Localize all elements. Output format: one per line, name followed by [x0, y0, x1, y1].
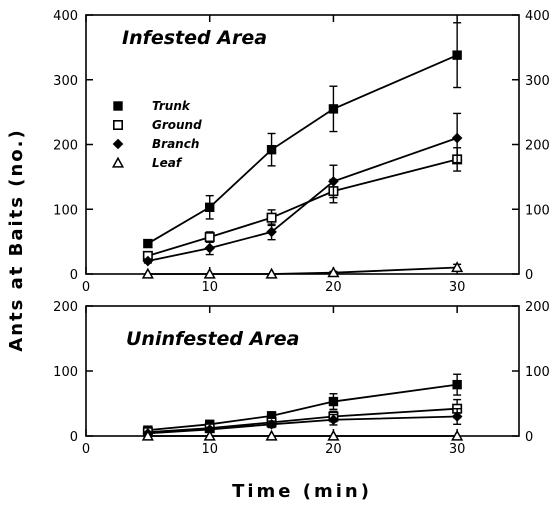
legend-label: Branch	[152, 137, 199, 151]
series-leaf	[141, 429, 464, 441]
series-line	[147, 407, 458, 433]
y-tick-label-right: 200	[525, 300, 550, 315]
y-tick-label-left: 300	[53, 74, 78, 89]
data-point	[266, 212, 277, 223]
y-tick-label-right: 0	[525, 430, 533, 445]
data-point	[141, 429, 154, 441]
legend-marker	[113, 101, 123, 111]
data-point	[452, 379, 462, 390]
data-point	[266, 418, 277, 430]
series-trunk	[143, 22, 462, 249]
x-tick-label: 10	[201, 280, 218, 295]
data-point	[204, 232, 215, 243]
y-tick-label-right: 400	[525, 9, 550, 24]
y-tick-label-left: 200	[53, 300, 78, 315]
legend-label: Trunk	[152, 99, 191, 113]
legend-label: Ground	[152, 118, 202, 132]
data-point	[328, 414, 339, 426]
y-tick-label-left: 400	[53, 9, 78, 24]
data-point	[265, 267, 278, 279]
data-point	[451, 132, 463, 144]
x-tick-label: 20	[325, 442, 342, 457]
y-tick-label-right: 200	[525, 139, 550, 154]
series-line	[147, 383, 458, 432]
y-tick-label-left: 100	[53, 365, 78, 380]
data-point	[328, 104, 339, 114]
data-point	[327, 429, 340, 441]
x-axis-label: Time (min)	[232, 481, 372, 502]
y-tick-label-right: 100	[525, 203, 550, 218]
legend: Trunk Ground Branch Leaf	[111, 99, 202, 170]
legend-marker	[113, 120, 124, 131]
data-point	[451, 429, 464, 441]
series-ground	[142, 147, 463, 261]
y-tick-label-left: 200	[53, 139, 78, 154]
data-point	[265, 429, 278, 441]
data-point	[266, 144, 277, 155]
y-tick-label-left: 100	[53, 203, 78, 218]
y-tick-label-left: 0	[70, 430, 78, 445]
series-leaf	[141, 261, 464, 279]
series-branch	[142, 408, 463, 439]
x-tick-label: 10	[201, 442, 218, 457]
x-tick-label: 30	[449, 280, 466, 295]
x-tick-label: 0	[82, 442, 90, 457]
data-point	[203, 267, 216, 279]
data-point	[141, 267, 154, 279]
y-tick-label-right: 300	[525, 74, 550, 89]
data-point	[204, 242, 216, 254]
y-tick-label-right: 0	[525, 268, 533, 283]
x-tick-label: 30	[449, 442, 466, 457]
data-point	[452, 50, 462, 60]
legend-marker	[112, 138, 124, 150]
data-point	[328, 396, 339, 407]
data-point	[451, 261, 464, 273]
panel-title: Infested Area	[122, 27, 267, 49]
x-tick-label: 20	[325, 280, 342, 295]
x-tick-label: 0	[82, 280, 90, 295]
series-trunk	[143, 373, 462, 435]
y-axis-label: Ants at Baits (no.)	[6, 128, 27, 351]
series-branch	[142, 112, 463, 267]
data-point	[143, 238, 153, 249]
y-tick-label-left: 0	[70, 268, 78, 283]
legend-marker	[111, 156, 125, 168]
panel-title: Uninfested Area	[126, 328, 299, 350]
y-tick-label-right: 100	[525, 365, 550, 380]
data-point	[327, 266, 340, 278]
data-point	[451, 411, 463, 422]
data-point	[328, 176, 339, 187]
data-point	[142, 255, 154, 267]
series-line	[147, 266, 458, 275]
data-point	[266, 226, 277, 238]
data-point	[203, 429, 216, 441]
legend-label: Leaf	[152, 156, 183, 170]
data-point	[205, 202, 215, 213]
